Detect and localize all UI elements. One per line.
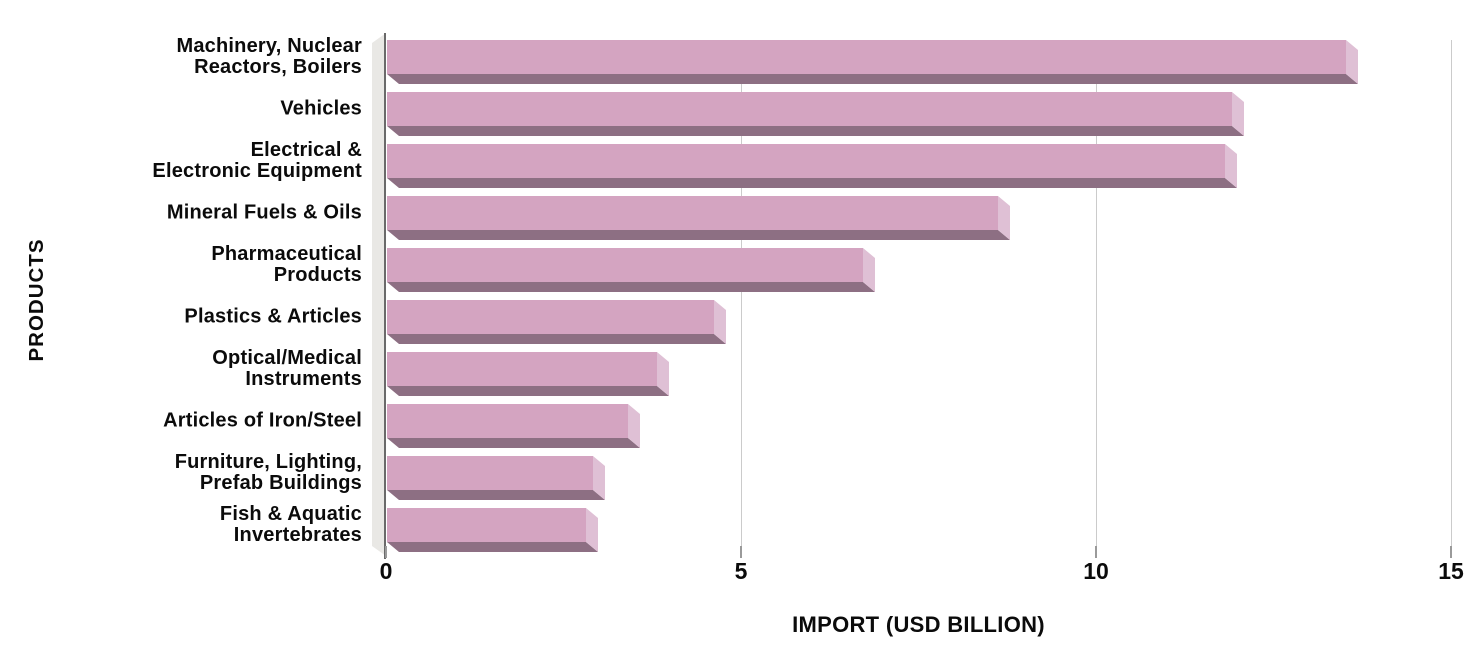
- plot-area: [386, 38, 1452, 552]
- category-label-3: Electrical & Electronic Equipment: [152, 139, 362, 182]
- x-axis-title: IMPORT (USD BILLION): [792, 612, 1045, 637]
- bar-2: [387, 92, 1232, 126]
- bar-5: [387, 248, 863, 282]
- category-label-7: Optical/Medical Instruments: [212, 347, 362, 390]
- x-tick-mark-15: [1450, 546, 1452, 558]
- bar-4: [387, 196, 998, 230]
- x-tick-mark-10: [1095, 546, 1097, 558]
- y-axis-title: PRODUCTS: [25, 238, 48, 362]
- y-axis-line: [384, 33, 386, 559]
- category-label-9: Furniture, Lighting, Prefab Buildings: [174, 451, 362, 494]
- x-tick-mark-0: [385, 546, 387, 558]
- category-label-5: Pharmaceutical Products: [211, 243, 362, 286]
- gridline-x-5: [741, 40, 742, 548]
- category-label-1: Machinery, Nuclear Reactors, Boilers: [176, 35, 362, 78]
- x-tick-label-5: 5: [734, 558, 748, 584]
- x-tick-mark-5: [740, 546, 742, 558]
- category-label-2: Vehicles: [280, 97, 362, 120]
- axis-wall-3d: [372, 33, 386, 556]
- category-label-8: Articles of Iron/Steel: [163, 409, 362, 432]
- x-tick-label-15: 15: [1438, 558, 1464, 584]
- bar-10: [387, 508, 586, 542]
- category-label-10: Fish & Aquatic Invertebrates: [219, 503, 362, 546]
- bar-3: [387, 144, 1225, 178]
- gridline-x-15: [1451, 40, 1452, 548]
- category-label-6: Plastics & Articles: [184, 305, 362, 328]
- bar-7: [387, 352, 657, 386]
- category-label-4: Mineral Fuels & Oils: [166, 201, 362, 224]
- x-tick-label-10: 10: [1083, 558, 1109, 584]
- gridline-x-10: [1096, 40, 1097, 548]
- x-tick-label-0: 0: [379, 558, 393, 584]
- bar-8: [387, 404, 628, 438]
- bar-1: [387, 40, 1346, 74]
- bar-9: [387, 456, 593, 490]
- bar-6: [387, 300, 714, 334]
